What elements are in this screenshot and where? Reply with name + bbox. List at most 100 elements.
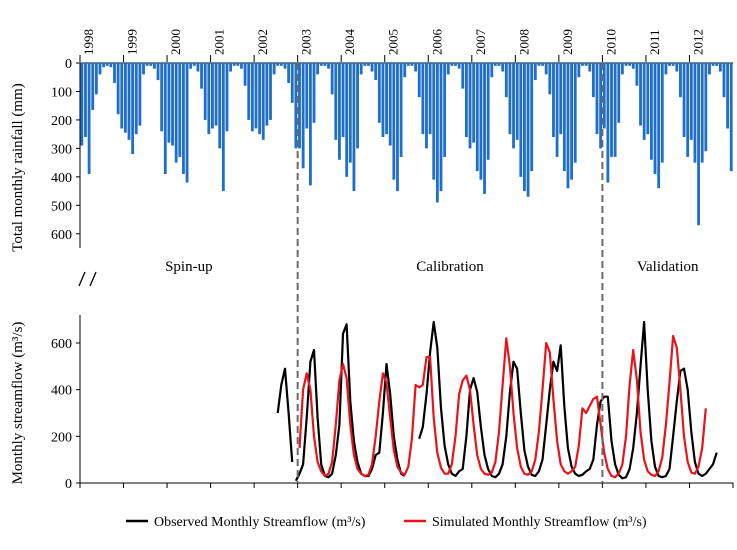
rainfall-bar — [570, 63, 574, 180]
rainfall-bar — [512, 63, 515, 149]
rainfall-bar — [490, 63, 494, 78]
rainfall-bar — [479, 63, 483, 180]
rainfall-bar — [298, 63, 301, 149]
rainfall-bar — [439, 63, 443, 192]
rainfall-bar — [192, 63, 196, 66]
rainfall-bar — [697, 63, 700, 226]
rainfall-bar — [693, 63, 697, 163]
legend: Observed Monthly Streamflow (m³/s) Simula… — [126, 515, 647, 530]
rainfall-bar — [497, 63, 501, 66]
rainfall-bar — [152, 63, 156, 69]
rainfall-bar — [116, 63, 120, 115]
rainfall-bar — [265, 63, 269, 126]
year-label: 1999 — [125, 29, 140, 55]
rainfall-bar — [182, 63, 185, 174]
rainfall-bar — [396, 63, 399, 192]
rainfall-bar — [301, 63, 305, 169]
year-label: 2010 — [603, 29, 618, 55]
rainfall-bar — [330, 63, 334, 95]
rainfall-bar — [214, 63, 218, 126]
rainfall-bar — [577, 63, 581, 78]
rainfall-bar — [410, 63, 414, 66]
rainfall-bar — [562, 63, 566, 172]
rainfall-bar — [120, 63, 124, 129]
rainfall-bar — [508, 63, 512, 135]
rainfall-bar — [711, 63, 715, 66]
rainfall-bar — [105, 63, 109, 66]
rainfall-bar — [348, 63, 352, 163]
rainfall-bar — [635, 63, 639, 86]
rainfall-bar — [428, 63, 432, 135]
year-label: 2003 — [299, 29, 314, 55]
rainfall-y-tick-label: 600 — [51, 228, 72, 243]
rainfall-bar — [308, 63, 312, 186]
rainfall-bar — [642, 63, 646, 140]
rainfall-bar — [131, 63, 135, 155]
rainfall-bar — [91, 63, 95, 110]
rainfall-bar — [381, 63, 385, 137]
rainfall-bar — [722, 63, 726, 98]
rainfall-bar — [715, 63, 719, 66]
rainfall-bar — [145, 63, 149, 66]
rainfall-bar — [338, 63, 341, 160]
rainfall-bar — [464, 63, 468, 137]
rainfall-bar — [686, 63, 690, 157]
year-label: 2006 — [429, 29, 444, 56]
rainfall-bar — [250, 63, 254, 132]
rainfall-bar — [211, 63, 214, 129]
rainfall-bar — [287, 63, 291, 83]
rainfall-bar — [392, 63, 396, 180]
rainfall-bar — [94, 63, 98, 95]
rainfall-bar — [606, 63, 610, 183]
rainfall-bar — [102, 63, 106, 68]
year-label: 2001 — [212, 29, 227, 55]
year-label: 2011 — [647, 29, 662, 55]
rainfall-bar — [483, 63, 486, 194]
rainfall-bar — [599, 63, 603, 149]
rainfall-bar — [679, 63, 682, 98]
rainfall-bar — [675, 63, 679, 72]
rainfall-bar — [660, 63, 664, 163]
legend-observed-label: Observed Monthly Streamflow (m³/s) — [154, 515, 366, 530]
rainfall-bar — [620, 63, 624, 75]
year-label: 2009 — [560, 29, 575, 55]
rainfall-bar — [646, 63, 650, 135]
rainfall-bar — [664, 63, 668, 75]
rainfall-bar — [142, 63, 145, 75]
rainfall-bar — [610, 63, 613, 157]
rainfall-bar — [501, 63, 505, 72]
rainfall-bar — [591, 63, 595, 98]
rainfall-bar — [548, 63, 552, 95]
legend-simulated-label: Simulated Monthly Streamflow (m³/s) — [432, 515, 647, 530]
rainfall-bar — [494, 63, 497, 66]
rainfall-bar — [617, 63, 621, 123]
simulated-streamflow-line — [298, 334, 707, 479]
rainfall-bar — [682, 63, 686, 137]
rainfall-bar — [370, 63, 374, 72]
rainfall-bar — [704, 63, 708, 152]
year-label: 2000 — [168, 29, 183, 55]
rainfall-bar — [435, 63, 439, 203]
rainfall-bar — [628, 63, 632, 66]
rainfall-bar — [138, 63, 142, 126]
rainfall-bar — [668, 63, 671, 66]
rainfall-bar — [221, 63, 225, 192]
rainfall-bar — [584, 63, 588, 66]
period-label: Calibration — [416, 259, 484, 275]
rainfall-bar — [559, 63, 563, 135]
rainfall-bar — [588, 63, 592, 72]
period-markers: Spin-up Calibration Validation — [165, 63, 699, 483]
rainfall-bar — [294, 63, 298, 149]
rainfall-bar — [504, 63, 508, 98]
rainfall-bar — [225, 63, 229, 132]
rainfall-bar — [649, 63, 653, 160]
rainfall-bar — [327, 63, 330, 69]
rainfall-bar — [726, 63, 730, 129]
rainfall-bar — [171, 63, 174, 146]
year-label: 2007 — [473, 29, 488, 56]
rainfall-bar — [247, 63, 251, 120]
rainfall-bar — [290, 63, 294, 103]
rainfall-bar — [552, 63, 555, 137]
axis-break-mark — [78, 271, 86, 287]
rainfall-bar — [446, 63, 450, 75]
